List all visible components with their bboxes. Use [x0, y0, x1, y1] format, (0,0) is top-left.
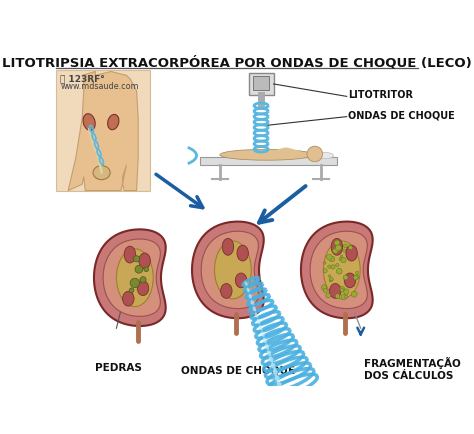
Ellipse shape [137, 281, 149, 296]
Text: PEDRAS: PEDRAS [94, 363, 141, 373]
Ellipse shape [215, 241, 251, 299]
FancyBboxPatch shape [253, 76, 269, 90]
Ellipse shape [222, 238, 234, 255]
Circle shape [140, 277, 146, 283]
Circle shape [356, 271, 359, 274]
Circle shape [336, 263, 339, 266]
Ellipse shape [117, 249, 153, 306]
Text: LITOTRITOR: LITOTRITOR [348, 90, 413, 100]
Text: LITOTRIPSIA EXTRACORPÓREA POR ONDAS DE CHOQUE (LECO): LITOTRIPSIA EXTRACORPÓREA POR ONDAS DE C… [2, 56, 472, 69]
Circle shape [340, 255, 343, 257]
Circle shape [339, 257, 342, 261]
Circle shape [355, 275, 359, 279]
Ellipse shape [331, 238, 343, 255]
Circle shape [326, 293, 331, 298]
Circle shape [335, 245, 341, 251]
Ellipse shape [139, 253, 150, 269]
Circle shape [323, 269, 327, 273]
Ellipse shape [344, 273, 356, 288]
Circle shape [351, 291, 357, 297]
Circle shape [133, 256, 139, 262]
Polygon shape [201, 231, 258, 309]
Polygon shape [103, 239, 160, 316]
Circle shape [354, 277, 356, 280]
Circle shape [330, 277, 333, 281]
Circle shape [144, 267, 149, 272]
FancyBboxPatch shape [201, 157, 337, 165]
Circle shape [135, 266, 143, 273]
Circle shape [343, 275, 348, 280]
Circle shape [130, 278, 139, 288]
Circle shape [353, 275, 358, 280]
Polygon shape [68, 72, 138, 191]
Circle shape [328, 275, 331, 277]
Ellipse shape [220, 149, 313, 160]
Text: Ⓒ 123RF°: Ⓒ 123RF° [60, 75, 105, 84]
Circle shape [129, 288, 134, 293]
Circle shape [324, 262, 326, 264]
Circle shape [344, 244, 347, 248]
Polygon shape [301, 222, 373, 318]
Polygon shape [94, 230, 166, 326]
Circle shape [329, 279, 332, 282]
Circle shape [329, 256, 335, 262]
Circle shape [344, 289, 349, 294]
Circle shape [331, 265, 335, 269]
Ellipse shape [83, 114, 95, 131]
Circle shape [327, 254, 332, 260]
Ellipse shape [93, 166, 110, 180]
Ellipse shape [237, 245, 248, 261]
Ellipse shape [316, 152, 334, 159]
Circle shape [335, 294, 340, 299]
Circle shape [334, 240, 340, 246]
Circle shape [333, 248, 338, 253]
Polygon shape [192, 222, 264, 318]
Circle shape [323, 288, 327, 293]
Ellipse shape [323, 241, 360, 299]
Text: ONDAS DE CHOQUE: ONDAS DE CHOQUE [181, 365, 295, 375]
Ellipse shape [108, 115, 119, 130]
Ellipse shape [123, 291, 134, 306]
Circle shape [348, 245, 353, 250]
Circle shape [341, 257, 346, 263]
Ellipse shape [329, 283, 341, 298]
Circle shape [328, 265, 331, 268]
Circle shape [307, 146, 323, 162]
Circle shape [340, 286, 345, 291]
Circle shape [345, 295, 348, 298]
Text: FRAGMENTAÇÃO
DOS CÁLCULOS: FRAGMENTAÇÃO DOS CÁLCULOS [364, 357, 461, 381]
FancyBboxPatch shape [249, 73, 273, 95]
Ellipse shape [235, 273, 247, 288]
Circle shape [341, 294, 346, 300]
Circle shape [340, 288, 344, 292]
Ellipse shape [124, 246, 136, 263]
Polygon shape [310, 231, 367, 309]
Circle shape [321, 285, 327, 290]
Ellipse shape [346, 245, 357, 261]
Ellipse shape [220, 283, 232, 298]
Text: www.mdsaude.com: www.mdsaude.com [60, 82, 139, 92]
Circle shape [337, 268, 342, 274]
Circle shape [343, 249, 346, 252]
Text: ONDAS DE CHOQUE: ONDAS DE CHOQUE [348, 110, 455, 120]
FancyBboxPatch shape [56, 70, 150, 191]
